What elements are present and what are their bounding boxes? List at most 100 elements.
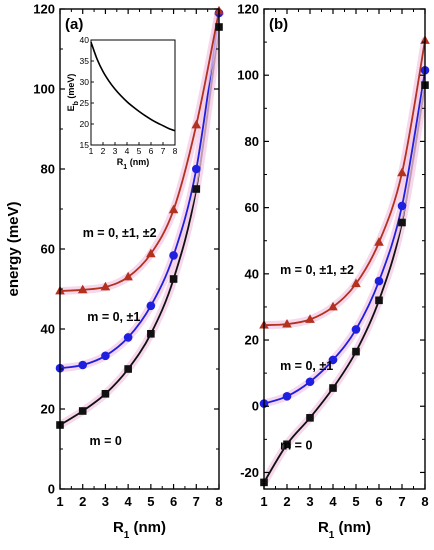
y-tick-label: 80 [245, 134, 259, 149]
panel-label: (a) [65, 16, 83, 33]
series-1-point-1 [78, 360, 88, 370]
series-0-point-2 [101, 390, 110, 398]
inset-y-title: Eb (meV) [66, 74, 80, 112]
inset-y-title-unit: (meV) [66, 74, 76, 102]
series-2-point-6 [397, 167, 407, 177]
series-2-point-2 [305, 314, 315, 323]
x-tick-label: 4 [329, 494, 337, 509]
inset-y-tick-label: 30 [80, 77, 90, 87]
x-tick-label: 5 [352, 494, 359, 509]
series-1-point-4 [351, 325, 361, 334]
x-axis-title: R1 (nm) [318, 519, 371, 541]
inset-y-tick-label: 25 [80, 98, 90, 108]
inset-x-tick-label: 6 [149, 146, 154, 156]
y-tick-label: 60 [245, 200, 259, 215]
series-line-1 [264, 70, 425, 405]
inset-y-tick-label: 35 [80, 56, 90, 66]
inset-x-tick-label: 3 [113, 146, 118, 156]
x-axis-title: R1 (nm) [113, 519, 166, 541]
series-0-point-3 [124, 365, 132, 373]
inset-x-tick-label: 2 [101, 146, 106, 156]
y-tick-label: 100 [33, 82, 55, 97]
x-tick-label: 2 [79, 494, 86, 509]
x-tick-label: 5 [147, 494, 154, 509]
inset-y-title-sub: b [73, 101, 80, 105]
series-0-point-5 [375, 296, 383, 305]
series-0-point-6 [398, 218, 406, 227]
series-0-point-1 [283, 440, 291, 449]
y-tick-label: 40 [245, 266, 259, 281]
x-axis-title-sub: 1 [124, 530, 130, 541]
x-tick-label: 8 [215, 494, 222, 509]
inset-x-title: R1 (nm) [117, 157, 149, 171]
x-tick-label: 2 [283, 494, 290, 509]
x-axis-title-sub: 1 [329, 530, 335, 541]
series-group [264, 36, 425, 487]
series-band-0 [264, 81, 425, 487]
series-2-point-1 [282, 318, 292, 328]
y-tick-label: 0 [48, 482, 55, 497]
series-1-point-4 [146, 301, 156, 311]
inset-x-title-unit: (nm) [127, 157, 149, 167]
series-2-point-4 [146, 248, 156, 258]
x-axis-title-unit: (nm) [129, 519, 166, 536]
y-tick-label: -20 [240, 465, 259, 480]
series-0-point-2 [306, 414, 314, 422]
x-tick-label: 7 [193, 494, 200, 509]
inset-x-tick-label: 4 [125, 146, 130, 156]
series-2-point-1 [77, 284, 88, 294]
inset-x-tick-label: 1 [89, 146, 94, 156]
x-tick-label: 6 [375, 494, 382, 509]
inset-x-title-main: R [117, 157, 124, 167]
inset-y-tick-label: 20 [80, 119, 90, 129]
series-line-0 [264, 84, 425, 483]
y-tick-label: 100 [237, 68, 259, 83]
x-tick-label: 8 [421, 494, 428, 509]
series-1-point-2 [101, 351, 110, 361]
y-tick-label: 20 [245, 333, 259, 348]
series-1-point-5 [374, 276, 384, 286]
series-annotation: m = 0, ±1, ±2 [280, 263, 354, 277]
series-annotation: m = 0, ±1 [280, 359, 333, 373]
panel-label: (b) [269, 16, 288, 33]
y-tick-label: 40 [41, 322, 55, 337]
x-tick-label: 7 [398, 494, 405, 509]
x-tick-label: 1 [260, 494, 267, 509]
series-1-point-1 [282, 392, 292, 401]
series-0-point-5 [169, 275, 178, 283]
x-tick-label: 3 [306, 494, 313, 509]
inset-curve [90, 41, 176, 132]
series-1-point-5 [169, 251, 178, 260]
x-axis-title-main: R [318, 519, 329, 536]
inset-x-tick-label: 7 [161, 146, 166, 156]
y-tick-label: 0 [252, 399, 259, 414]
series-line-2 [264, 40, 425, 327]
series-2-point-2 [100, 281, 111, 291]
series-annotation: m = 0 [90, 434, 122, 448]
series-2-point-6 [191, 119, 202, 129]
x-tick-label: 4 [125, 494, 133, 509]
inset-x-title-sub: 1 [123, 164, 127, 171]
y-tick-label: 80 [41, 162, 55, 177]
series-1-point-6 [191, 164, 201, 174]
y-tick-label: 60 [41, 242, 55, 257]
inset-y-tick-label: 40 [80, 35, 90, 45]
plot-frame [263, 8, 426, 490]
series-1-point-3 [123, 333, 133, 342]
series-1-point-6 [397, 201, 407, 211]
series-2-point-4 [351, 278, 361, 288]
inset-frame [90, 39, 176, 146]
y-tick-label: 120 [33, 2, 55, 17]
series-1-point-3 [328, 355, 338, 365]
series-2-point-5 [374, 237, 384, 246]
inset-x-tick-label: 8 [173, 146, 178, 156]
x-tick-label: 1 [56, 494, 63, 509]
inset-y-tick-label: 15 [80, 140, 90, 150]
series-0-point-1 [78, 407, 87, 415]
series-2-point-3 [123, 271, 133, 281]
series-annotation: m = 0, ±1 [87, 310, 140, 324]
y-tick-label: 20 [41, 402, 55, 417]
series-band-2 [264, 36, 425, 330]
